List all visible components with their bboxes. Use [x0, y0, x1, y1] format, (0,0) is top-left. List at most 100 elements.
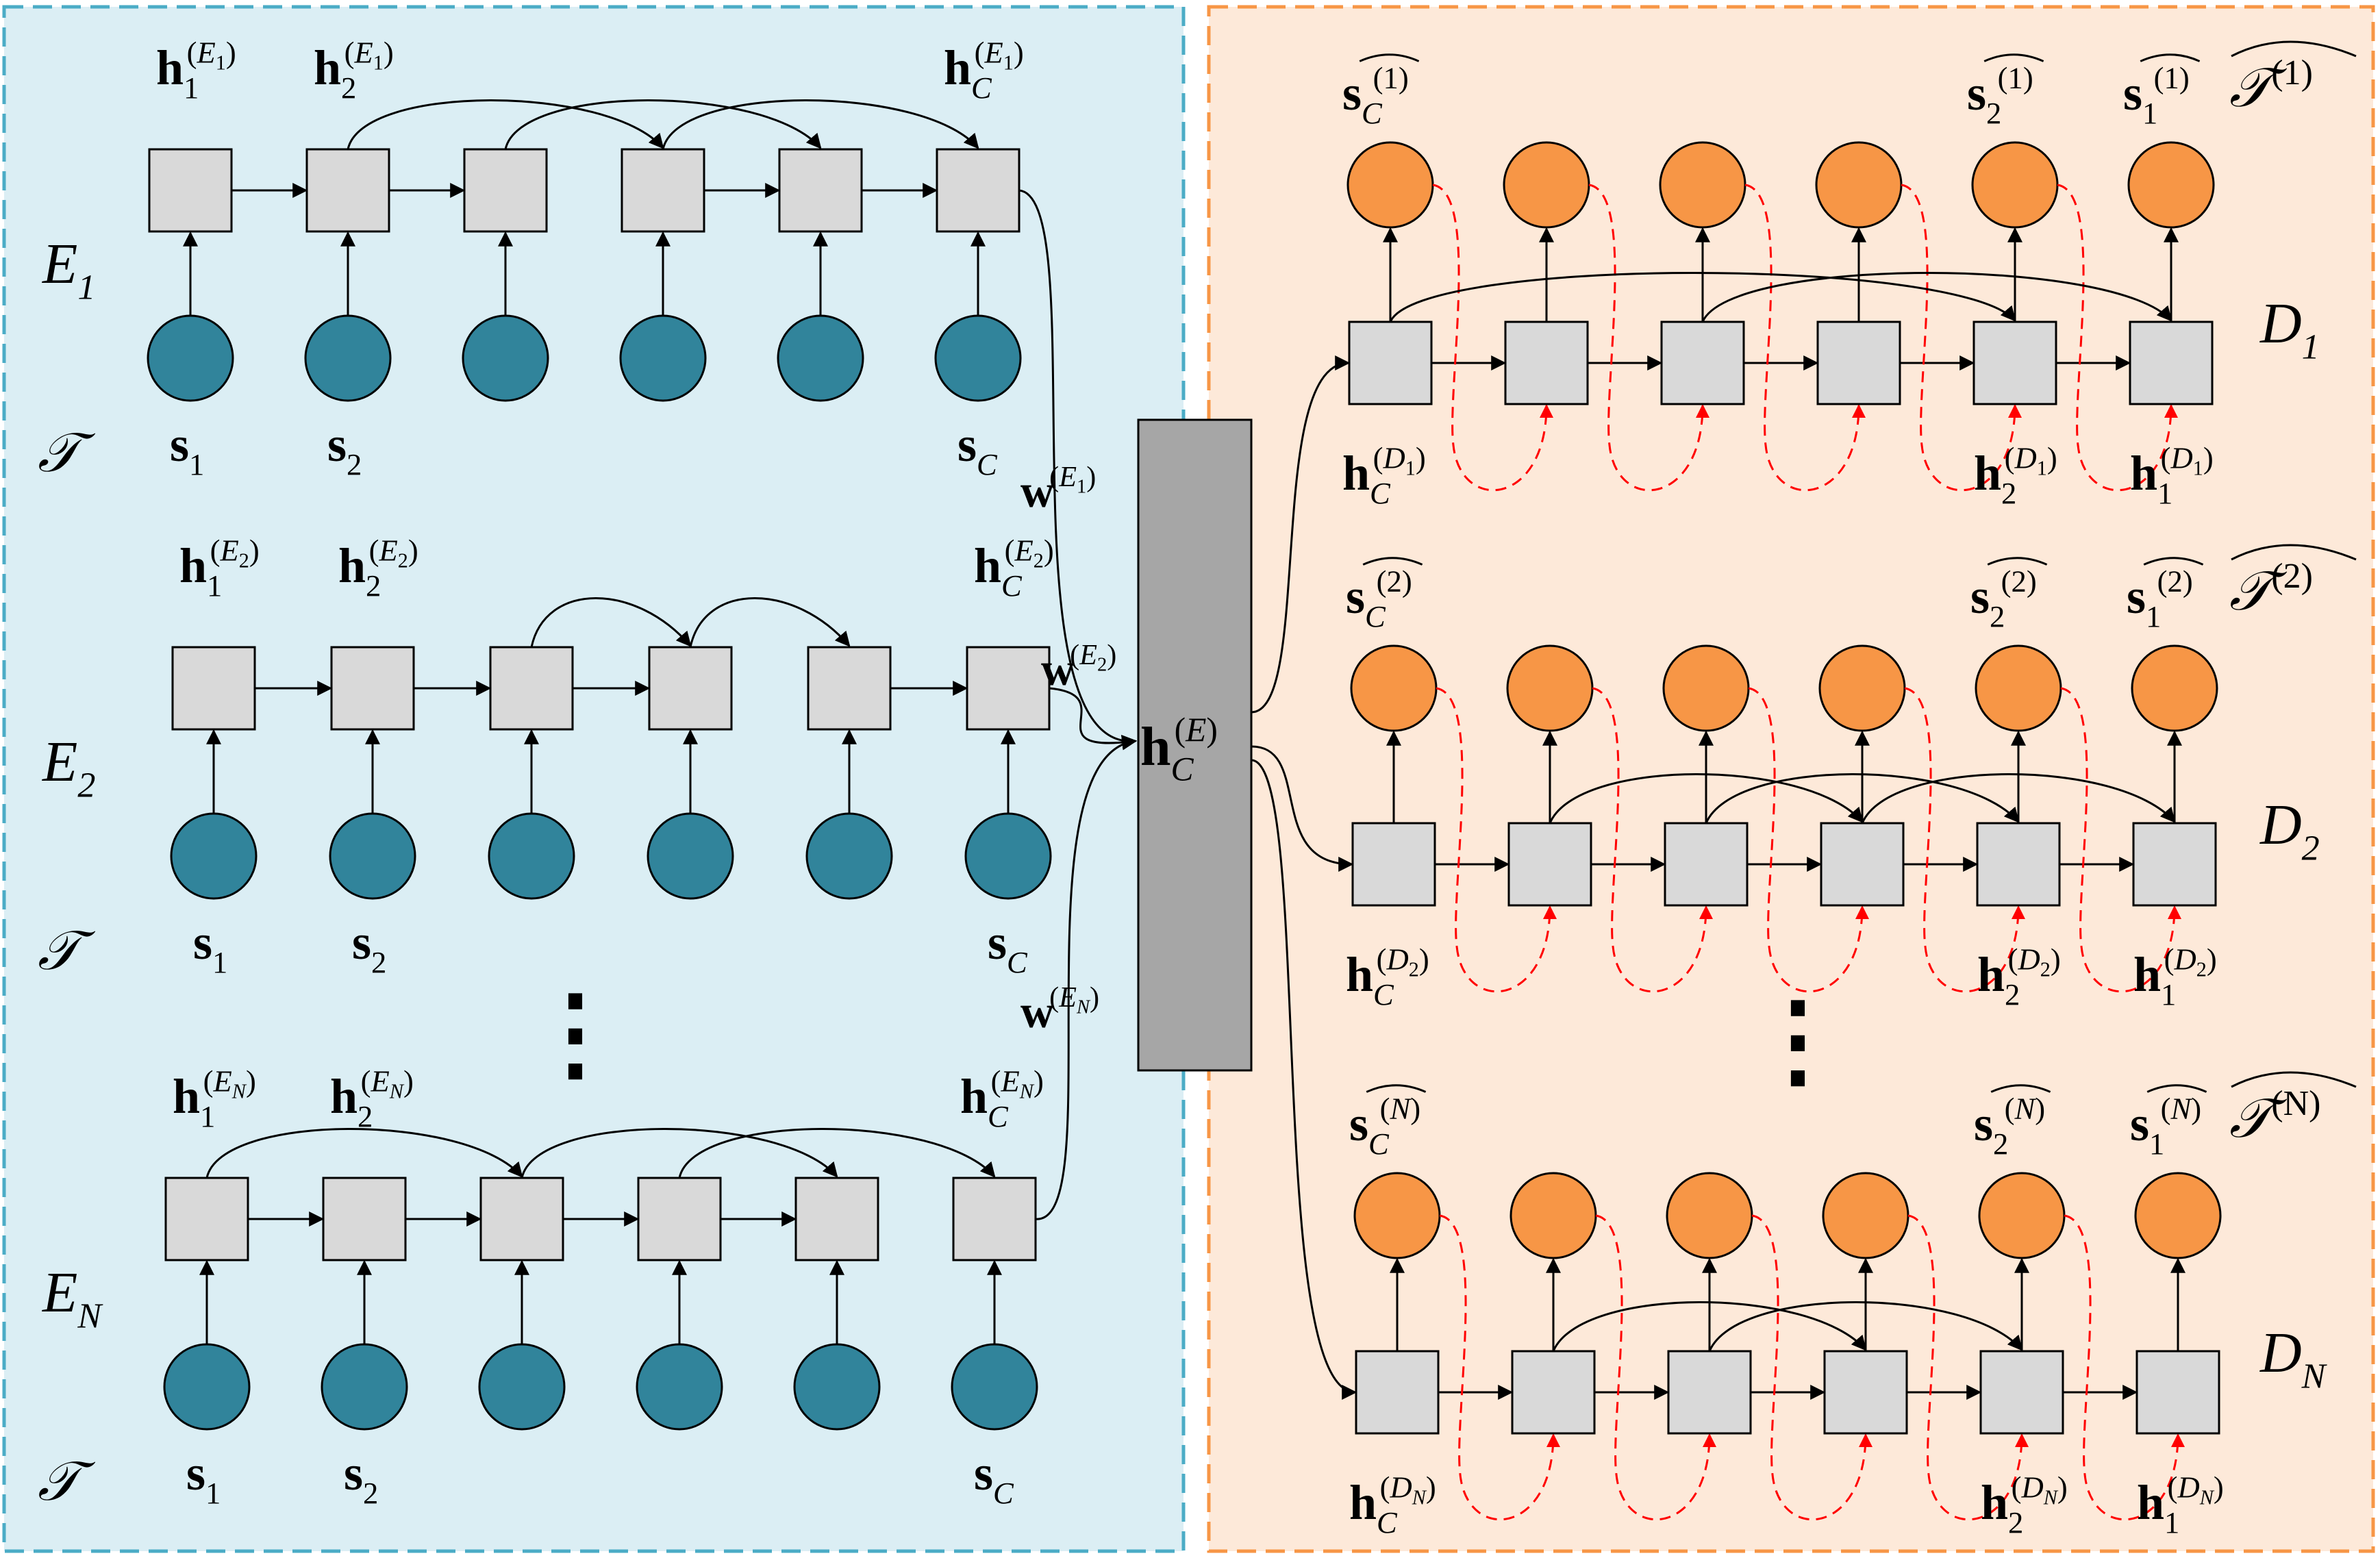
decoder-3-label-hC: hC(DN)	[1349, 1470, 1436, 1540]
svg-text:s1: s1	[2127, 569, 2161, 633]
decoder-2-name: D2	[2259, 793, 2320, 868]
encoder-2-hidden-node-3	[489, 646, 574, 731]
encoder-1-hidden-node-5	[778, 148, 863, 233]
decoder-3-skip-arrow-2	[1708, 1301, 2023, 1352]
decoder-1-hidden-node-5	[1972, 321, 2057, 405]
decoder-3-feedback-arrow-4	[1907, 1214, 2029, 1521]
decoder-1-skip-arrow-1	[1389, 272, 2016, 323]
svg-text:hC: hC	[1346, 947, 1394, 1012]
decoder-2-output-node-6	[2131, 644, 2218, 732]
encoder-3-hidden-node-6	[952, 1177, 1037, 1261]
svg-text:s2: s2	[344, 1446, 378, 1510]
decoder-3-hidden-node-5	[1979, 1350, 2064, 1435]
decoder-1-label-s2: s2(1)	[1967, 53, 2044, 130]
context-vector-label: hC(E)	[1140, 711, 1218, 788]
svg-text:h1: h1	[179, 538, 222, 603]
encoder-1-hidden-node-6	[936, 148, 1020, 233]
decoder-1-label-sC: sC(1)	[1342, 53, 1420, 130]
svg-text:s1: s1	[170, 417, 204, 481]
encoder-3-hidden-node-3	[479, 1177, 564, 1261]
encoder-1-hidden-node-1	[148, 148, 233, 233]
decoder-1-feedback-arrow-1	[1432, 184, 1553, 492]
encoder-3-hidden-node-1	[164, 1177, 249, 1261]
decoder-3-feedback-arrow-3	[1751, 1214, 1872, 1521]
svg-text:sC: sC	[974, 1446, 1014, 1510]
svg-text:(DN): (DN)	[2168, 1470, 2224, 1509]
svg-text:h2: h2	[314, 40, 356, 105]
decoder-3-hidden-node-4	[1823, 1350, 1908, 1435]
svg-text:(2): (2)	[2157, 564, 2193, 598]
encoder-1-input-node-1	[147, 314, 234, 402]
svg-text:sC: sC	[1349, 1096, 1390, 1161]
svg-text:h1: h1	[2130, 446, 2172, 510]
decoder-1-label-h2: h2(D1)	[1974, 440, 2057, 510]
decoder-2-skip-arrow-1	[1549, 773, 1864, 824]
encoder-1-skip-arrow-2	[504, 99, 822, 150]
svg-text:s2: s2	[1970, 569, 2005, 633]
decoder-1-hidden-node-4	[1816, 321, 1901, 405]
decoder-3-output-node-5	[1978, 1172, 2066, 1259]
encoder-1-label-h2: h2(E1)	[314, 35, 394, 105]
svg-text:(N): (N)	[2005, 1091, 2046, 1125]
encoder-2-to-context-arrow	[1049, 687, 1138, 751]
svg-text:(E1): (E1)	[1049, 461, 1096, 498]
decoder-1-label-hC: hC(D1)	[1342, 440, 1426, 510]
decoder-1-hidden-node-2	[1504, 321, 1589, 405]
encoder-2-input-node-4	[647, 812, 734, 900]
decoder-2-label-h1: h1(D2)	[2133, 942, 2217, 1012]
svg-text:(D1): (D1)	[2161, 440, 2214, 479]
decoder-3-feedback-arrow-1	[1439, 1214, 1560, 1521]
decoder-1-feedback-arrow-4	[1901, 184, 2022, 492]
decoder-1-hidden-node-1	[1348, 321, 1433, 405]
encoder-1-input-node-2	[304, 314, 392, 402]
svg-text:(D2): (D2)	[1377, 942, 1429, 981]
encoder-3-hidden-node-5	[794, 1177, 879, 1261]
encoder-3-input-node-6	[951, 1343, 1038, 1431]
decoder-3-label-s2: s2(N)	[1974, 1084, 2051, 1161]
encoder-3-skip-arrow-2	[521, 1128, 838, 1179]
decoder-1-label-h1: h1(D1)	[2130, 440, 2214, 510]
decoder-2-output-node-4	[1818, 644, 1906, 732]
decoder-2-skip-arrow-2	[1705, 773, 2020, 824]
decoder-2-output-node-5	[1975, 644, 2062, 732]
encoder-1-label-hC: hC(E1)	[944, 35, 1024, 105]
encoder-2-label-hC: hC(E2)	[974, 533, 1054, 603]
decoder-2-hidden-node-1	[1351, 822, 1436, 907]
encoder-panel	[2, 5, 1186, 1553]
decoder-3-feedback-arrow-5	[2064, 1214, 2185, 1521]
encoder-1-name: E1	[42, 232, 95, 307]
svg-text:s2: s2	[327, 417, 362, 481]
decoder-3-label-s1: s1(N)	[2130, 1084, 2207, 1161]
decoder-2-feedback-arrow-3	[1748, 687, 1869, 993]
svg-text:(2): (2)	[2001, 564, 2037, 598]
encoder-3-label-sC: sC	[974, 1446, 1014, 1510]
encoder-3-input-node-3	[478, 1343, 566, 1431]
encoder-3-input-node-2	[321, 1343, 408, 1431]
svg-text:h2: h2	[1977, 947, 2020, 1012]
encoder-1-input-node-6	[934, 314, 1022, 402]
encoder-2-input-node-5	[805, 812, 893, 900]
decoder-2-feedback-arrow-1	[1436, 687, 1557, 993]
decoder-3-label-h2: h2(DN)	[1981, 1470, 2068, 1540]
svg-text:w: w	[1020, 985, 1054, 1038]
encoder-2-input-node-1	[170, 812, 258, 900]
svg-text:(E2): (E2)	[210, 533, 260, 572]
decoder-3-label-sC: sC(N)	[1349, 1084, 1427, 1161]
encoder-3-name: EN	[42, 1261, 103, 1336]
decoder-2-label-s2: s2(2)	[1970, 557, 2048, 633]
svg-text:s1: s1	[2130, 1096, 2164, 1161]
encoder-1-hidden-node-4	[621, 148, 705, 233]
context-to-decoder-1-arrow	[1251, 355, 1351, 714]
svg-text:sC: sC	[957, 417, 998, 481]
decoder-3-output-node-2	[1510, 1172, 1597, 1259]
decoder-3-label-h1: h1(DN)	[2137, 1470, 2224, 1540]
decoder-1-output-node-4	[1815, 141, 1903, 229]
decoder-2-hidden-node-2	[1507, 822, 1592, 907]
svg-text:E2: E2	[42, 730, 95, 805]
svg-text:(DN): (DN)	[1380, 1470, 1436, 1509]
svg-text:(E2): (E2)	[1005, 533, 1054, 572]
decoder-1-output-node-1	[1346, 141, 1434, 229]
